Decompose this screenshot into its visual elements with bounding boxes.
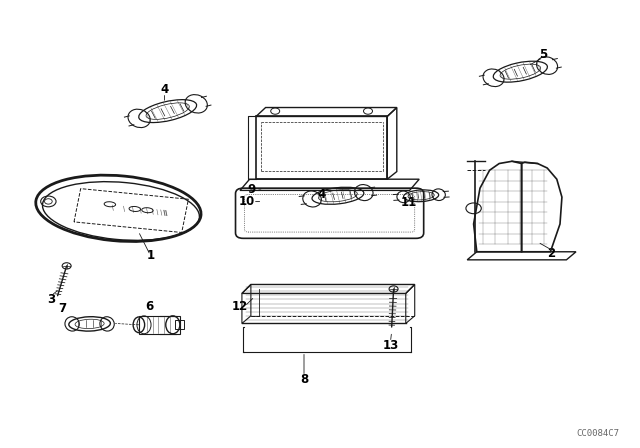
Text: CC0084C7: CC0084C7 <box>577 429 620 438</box>
Bar <box>175 320 184 329</box>
Text: 4: 4 <box>161 83 168 96</box>
Text: 3: 3 <box>47 293 55 306</box>
Text: 1: 1 <box>147 249 154 262</box>
Text: 11: 11 <box>400 196 417 210</box>
Bar <box>139 316 180 334</box>
Text: 13: 13 <box>382 339 399 353</box>
Text: 8: 8 <box>300 373 308 387</box>
Text: 4: 4 <box>318 188 326 202</box>
Text: 5: 5 <box>539 48 547 61</box>
Text: 9: 9 <box>248 182 255 196</box>
Text: 2: 2 <box>548 246 556 260</box>
Text: 10: 10 <box>239 195 255 208</box>
Text: 6: 6 <box>146 300 154 314</box>
Text: 12: 12 <box>232 300 248 313</box>
Text: 7: 7 <box>59 302 67 315</box>
